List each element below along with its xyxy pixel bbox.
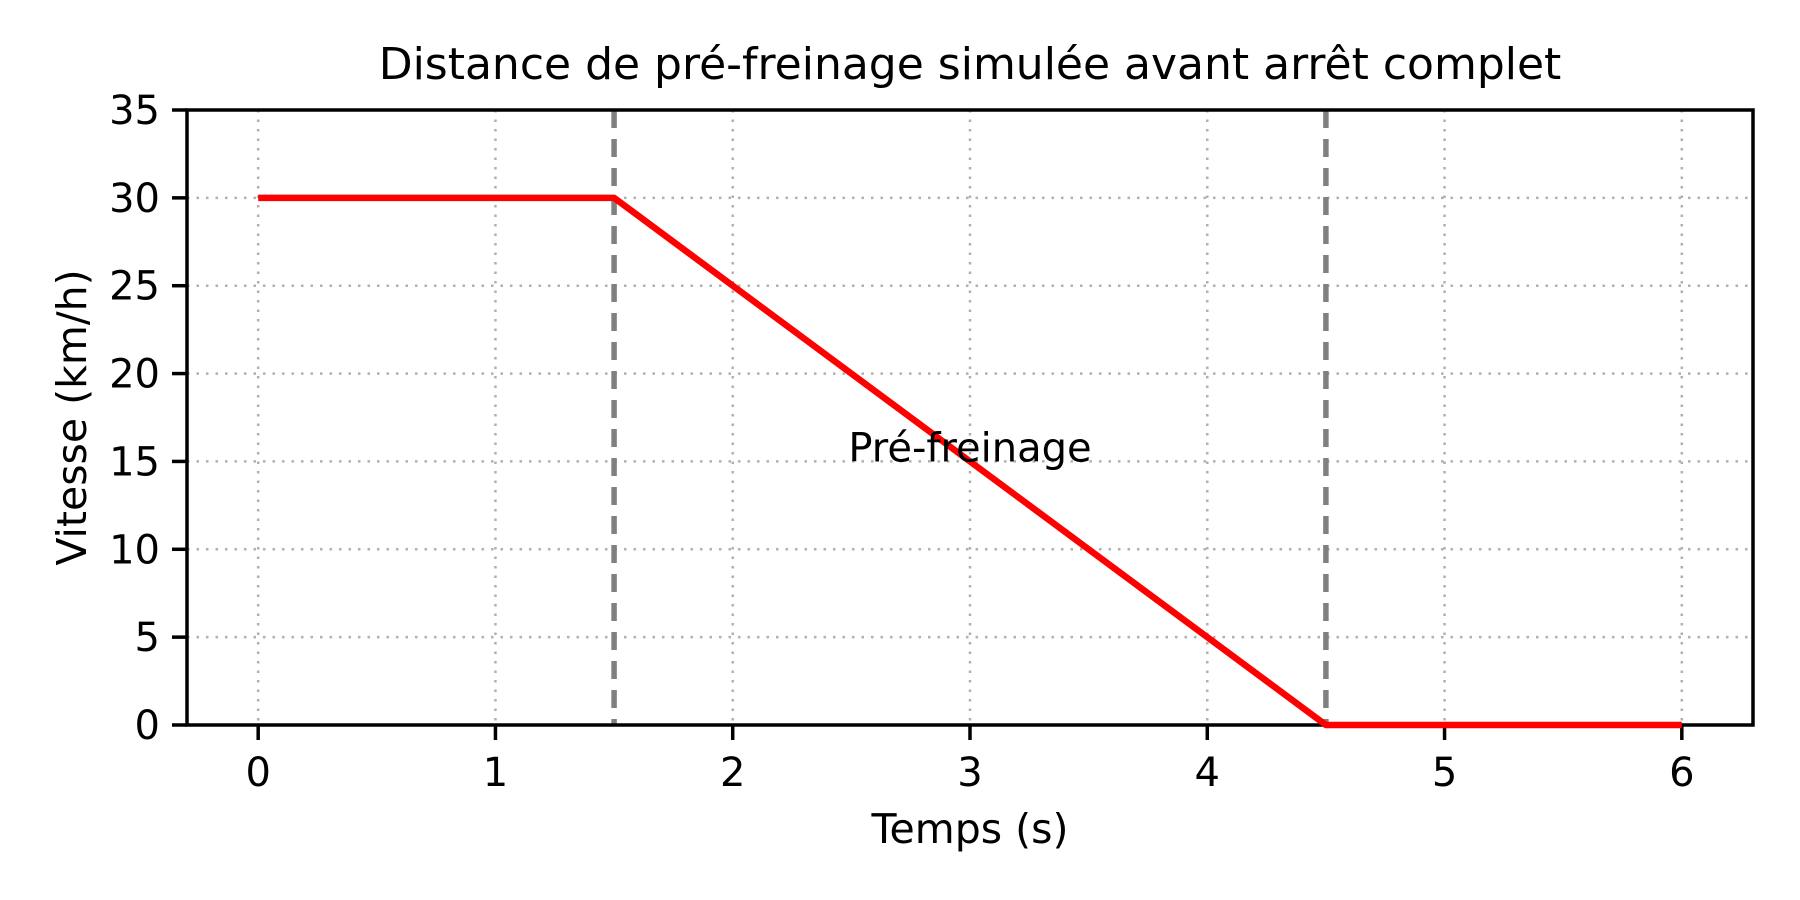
x-tick-labels: 0 1 2 3 4 5 6 — [245, 750, 1694, 796]
annotation-pre-freinage: Pré-freinage — [848, 425, 1091, 471]
speed-line-series — [258, 194, 1682, 729]
x-tick-label: 6 — [1669, 750, 1694, 796]
tick-marks — [172, 108, 1684, 740]
y-tick-labels: 0 5 10 15 20 25 30 35 — [109, 88, 160, 749]
x-tick-label: 3 — [957, 750, 982, 796]
y-tick-label: 35 — [109, 88, 160, 134]
x-tick-label: 4 — [1195, 750, 1220, 796]
y-tick-label: 20 — [109, 352, 160, 398]
x-axis-label: Temps (s) — [870, 805, 1068, 853]
chart-title: Distance de pré-freinage simulée avant a… — [379, 39, 1562, 90]
gridlines — [187, 108, 1753, 727]
x-tick-label: 5 — [1432, 750, 1457, 796]
y-tick-label: 10 — [109, 527, 160, 573]
y-tick-label: 5 — [135, 615, 160, 661]
x-tick-label: 0 — [245, 750, 270, 796]
y-tick-label: 25 — [109, 264, 160, 310]
y-tick-label: 0 — [135, 703, 160, 749]
event-vlines — [611, 110, 1329, 725]
y-tick-label: 30 — [109, 176, 160, 222]
axes-spines — [185, 108, 1755, 727]
y-tick-label: 15 — [109, 439, 160, 485]
x-tick-label: 2 — [720, 750, 745, 796]
x-tick-label: 1 — [483, 750, 508, 796]
y-axis-label: Vitesse (km/h) — [48, 269, 96, 565]
